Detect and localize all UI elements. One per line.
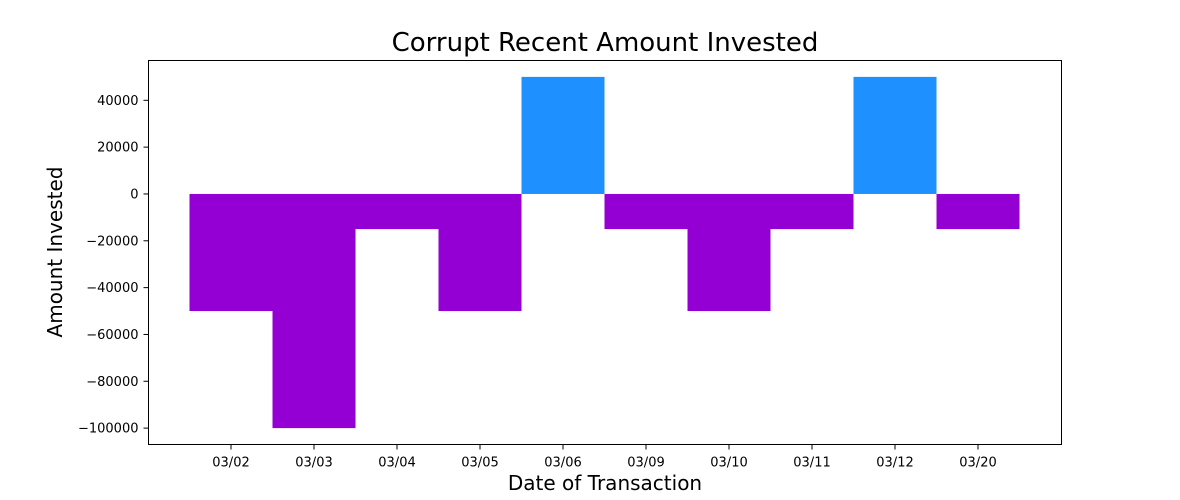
x-tick-label: 03/02 (212, 456, 249, 471)
x-axis-ticks: 03/02 03/03 03/04 03/05 03/06 03/09 03/10 03/11… (212, 444, 997, 471)
x-tick-label: 03/20 (959, 456, 996, 471)
y-tick-label: −40000 (86, 281, 138, 296)
x-tick-label: 03/12 (876, 456, 913, 471)
x-tick-label: 03/03 (295, 456, 332, 471)
x-axis-label: Date of Transaction (508, 471, 702, 495)
y-tick-label: −80000 (86, 375, 138, 390)
x-tick-label: 03/11 (793, 456, 830, 471)
y-axis-label: Amount Invested (43, 167, 67, 338)
bars-group (189, 76, 1020, 429)
y-axis-ticks: 40000 20000 0 −20000 −40000 −60000 −80000 −1000… (78, 94, 149, 437)
bar-03-20 (936, 193, 1020, 230)
bar-03-10 (687, 193, 771, 312)
x-tick-label: 03/06 (544, 456, 581, 471)
x-tick-label: 03/09 (627, 456, 664, 471)
x-tick-label: 03/10 (710, 456, 747, 471)
plot-frame (148, 60, 1062, 445)
bar-03-06 (521, 76, 605, 194)
y-tick-label: 0 (130, 187, 138, 202)
y-tick-label: −20000 (86, 234, 138, 249)
y-tick-label: −60000 (86, 328, 138, 343)
y-tick-label: −100000 (78, 422, 139, 437)
x-tick-label: 03/04 (378, 456, 415, 471)
bar-03-04 (355, 193, 439, 230)
chart-title: Corrupt Recent Amount Invested (392, 28, 819, 58)
bar-03-11 (770, 193, 854, 230)
bar-03-05 (438, 193, 522, 312)
bar-03-12 (853, 76, 937, 194)
x-tick-label: 03/05 (461, 456, 498, 471)
bar-03-02 (189, 193, 273, 312)
y-tick-label: 20000 (97, 141, 138, 156)
bar-03-09 (604, 193, 688, 230)
y-tick-label: 40000 (97, 94, 138, 109)
bar-03-03 (272, 193, 356, 429)
